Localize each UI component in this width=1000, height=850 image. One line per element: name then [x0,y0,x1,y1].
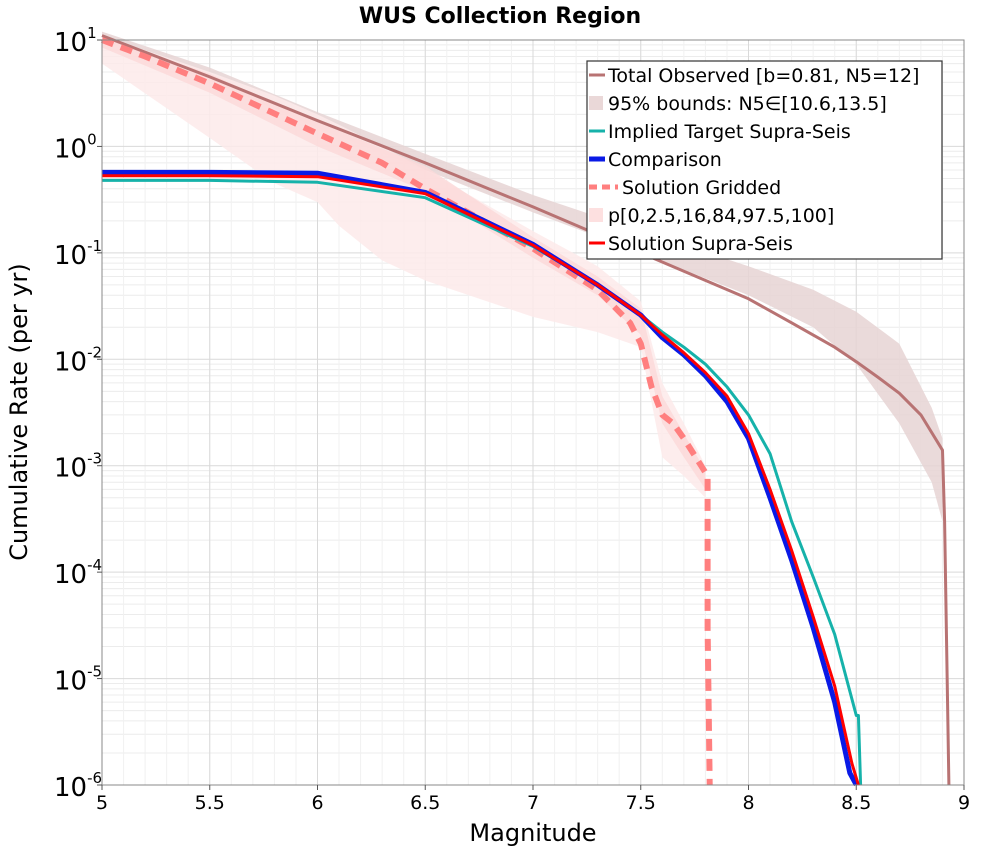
series-line [101,34,951,786]
legend-label: Solution Gridded [622,177,781,199]
y-tick-label: 10-4 [54,556,102,590]
legend-box [586,60,943,260]
x-tick-label: 8.5 [841,792,871,814]
legend-label: 95% bounds: N5∈[10.6,13.5] [608,93,887,115]
y-tick-label: 100 [54,130,97,164]
x-tick-label: 5 [96,792,108,814]
x-tick-label: 7 [527,792,539,814]
x-tick-label: 6.5 [410,792,440,814]
y-tick-label: 10-3 [54,450,102,484]
band-area [102,35,706,498]
series-line [102,169,859,787]
chart-title: WUS Collection Region [359,4,641,29]
legend-label: Comparison [608,149,722,171]
y-tick-label: 101 [54,24,97,58]
series-line [102,174,860,786]
legend-swatch [589,208,603,222]
y-axis-label: Cumulative Rate (per yr) [5,263,33,561]
x-axis-ticks: 5 5.5 6 6.5 7 7.5 8 8.5 9 [96,785,970,814]
confidence-bands [102,31,943,522]
legend-label: Solution Supra-Seis [608,233,793,255]
legend-swatch [589,96,603,110]
legend-label: Total Observed [b=0.81, N5=12] [607,65,919,87]
x-tick-label: 9 [958,792,970,814]
legend-label: p[0,2.5,16,84,97.5,100] [608,205,834,227]
y-tick-label: 10-2 [54,343,102,377]
x-axis-label: Magnitude [469,819,596,847]
series-line [102,178,863,786]
x-tick-label: 6 [311,792,323,814]
y-tick-label: 10-1 [54,237,102,271]
x-tick-label: 7.5 [626,792,656,814]
data-lines [100,34,951,787]
y-axis-ticks: 10-6 10-5 10-4 10-3 10-2 10-1 100 101 [54,24,102,803]
band-area [102,31,943,522]
legend: Total Observed [b=0.81, N5=12] 95% bounds… [586,60,943,260]
x-tick-label: 8 [742,792,754,814]
y-tick-label: 10-5 [54,663,102,697]
x-tick-label: 5.5 [195,792,225,814]
series-line [100,37,713,786]
y-tick-label: 10-6 [54,769,102,803]
legend-label: Implied Target Supra-Seis [608,121,851,143]
